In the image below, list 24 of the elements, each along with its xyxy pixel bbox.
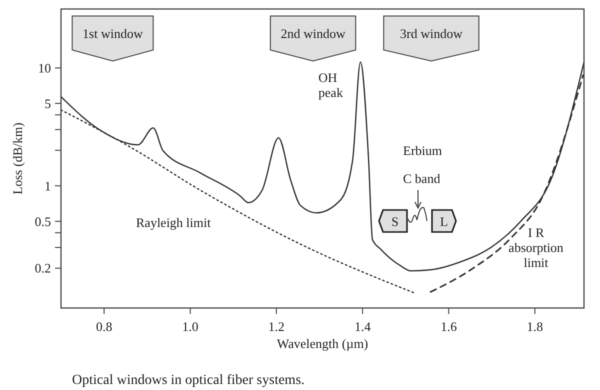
text: Optical windows in optical fiber systems.	[72, 373, 305, 388]
series-label: I R absorption limit	[508, 225, 564, 270]
y-tick-label: 5	[44, 96, 51, 111]
y-tick-label: 10	[38, 60, 51, 76]
x-tick-label: 1.0	[182, 319, 198, 334]
x-axis-title: Wavelength (µm)	[276, 336, 368, 351]
x-tick-label: 1.4	[354, 319, 372, 334]
y-tick-label: 1	[44, 178, 51, 194]
band-label: 1st window	[82, 26, 144, 41]
y-axis-title: Loss (dB/km)	[10, 122, 25, 194]
annotation: C band	[403, 171, 441, 186]
annotation: Erbium	[403, 143, 442, 158]
band-label: 2nd window	[280, 26, 346, 41]
x-tick-label: 1.8	[526, 319, 544, 334]
series-label: Rayleigh limit	[136, 215, 212, 230]
y-tick-label: 0.2	[34, 260, 51, 276]
x-tick-label: 1.6	[440, 319, 458, 334]
annotation: L	[440, 214, 448, 229]
band-label: 3rd window	[400, 26, 464, 41]
y-tick-label: 0.5	[34, 214, 51, 229]
annotation: OH peak	[318, 70, 344, 100]
annotation: S	[391, 214, 399, 229]
x-tick-label: 1.2	[268, 319, 285, 334]
x-tick-label: 0.8	[96, 319, 112, 334]
